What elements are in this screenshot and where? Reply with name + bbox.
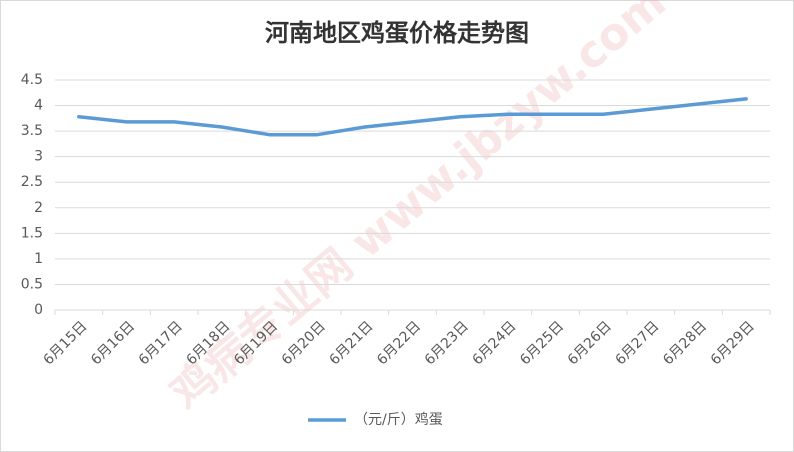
y-tick-label: 4.5: [21, 72, 43, 88]
y-tick-label: 3.5: [21, 123, 43, 139]
chart-title: 河南地区鸡蛋价格走势图: [265, 19, 529, 47]
y-tick-label: 2.5: [21, 174, 43, 190]
y-tick-label: 1: [34, 251, 43, 267]
y-tick-label: 2: [34, 200, 43, 216]
legend-label: （元/斤）鸡蛋: [354, 411, 443, 428]
y-tick-label: 0.5: [21, 276, 43, 292]
y-tick-label: 3: [34, 149, 43, 165]
y-tick-label: 1.5: [21, 225, 43, 241]
series-line: [77, 97, 748, 137]
y-tick-label: 4: [34, 98, 43, 114]
y-tick-label: 0: [34, 302, 43, 318]
